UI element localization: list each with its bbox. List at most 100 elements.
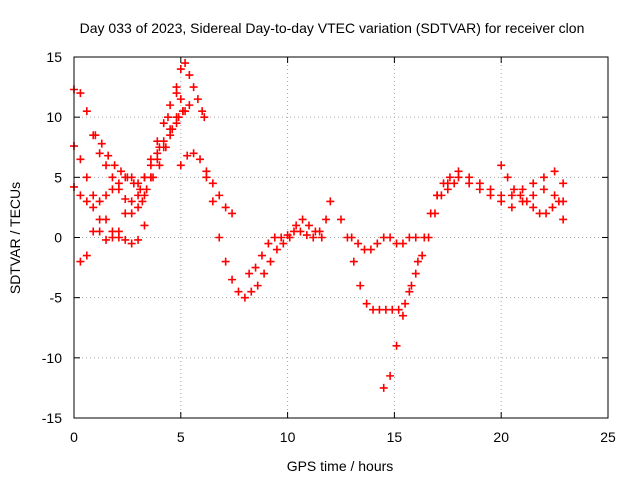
data-point (539, 173, 548, 182)
data-point (89, 191, 98, 200)
data-point (251, 263, 260, 272)
data-point (322, 215, 331, 224)
data-point (153, 155, 162, 164)
data-point (315, 227, 324, 236)
data-point (221, 203, 230, 212)
data-point (108, 185, 117, 194)
data-point (518, 185, 527, 194)
data-point (89, 203, 98, 212)
data-point (386, 371, 395, 380)
series-track-f (138, 59, 209, 206)
data-point (89, 227, 98, 236)
data-point (185, 101, 194, 110)
chart-title: Day 033 of 2023, Sidereal Day-to-day VTE… (80, 20, 585, 36)
data-point (189, 83, 198, 92)
data-point (304, 221, 313, 230)
data-point (475, 185, 484, 194)
series-track-o (497, 161, 568, 224)
data-point (445, 173, 454, 182)
data-point (465, 179, 474, 188)
data-points (70, 59, 568, 392)
y-tick-label: 0 (54, 230, 62, 246)
data-point (193, 95, 202, 104)
data-point (200, 113, 209, 122)
data-point (176, 65, 185, 74)
y-tick-label: -5 (50, 290, 63, 306)
data-point (114, 179, 123, 188)
data-point (159, 119, 168, 128)
data-point (433, 191, 442, 200)
data-point (95, 197, 104, 206)
data-point (413, 257, 422, 266)
data-point (208, 179, 217, 188)
data-point (386, 233, 395, 242)
data-point (189, 149, 198, 158)
data-point (174, 113, 183, 122)
data-point (550, 167, 559, 176)
data-point (121, 194, 130, 203)
data-point (91, 131, 100, 140)
data-point (559, 215, 568, 224)
data-point (181, 107, 190, 116)
data-point (407, 281, 416, 290)
data-point (554, 197, 563, 206)
data-point (82, 251, 91, 260)
y-tick-label: -15 (42, 410, 62, 426)
data-point (516, 191, 525, 200)
data-point (102, 235, 111, 244)
data-point (166, 101, 175, 110)
data-point (146, 161, 155, 170)
data-point (155, 143, 164, 152)
data-point (76, 89, 85, 98)
data-point (542, 209, 551, 218)
data-point (172, 83, 181, 92)
data-point (418, 251, 427, 260)
data-point (228, 209, 237, 218)
data-point (129, 179, 138, 188)
data-point (121, 235, 130, 244)
x-tick-label: 15 (387, 429, 403, 445)
data-point (127, 197, 136, 206)
data-point (163, 113, 172, 122)
x-tick-label: 25 (600, 429, 616, 445)
data-point (102, 191, 111, 200)
data-point (398, 239, 407, 248)
data-point (240, 293, 249, 302)
data-point (362, 299, 371, 308)
data-point (155, 161, 164, 170)
series-track-e (91, 107, 190, 194)
data-point (108, 227, 117, 236)
data-point (245, 269, 254, 278)
grid (74, 57, 608, 418)
data-point (277, 233, 286, 242)
data-point (302, 231, 311, 240)
data-point (550, 191, 559, 200)
data-point (127, 209, 136, 218)
data-point (172, 119, 181, 128)
data-point (298, 215, 307, 224)
data-point (140, 221, 149, 230)
data-point (257, 251, 266, 260)
data-point (454, 173, 463, 182)
series-track-g (176, 149, 326, 302)
data-point (146, 173, 155, 182)
plot-frame (73, 56, 609, 419)
y-tick-label: 10 (46, 109, 62, 125)
x-tick-label: 20 (493, 429, 509, 445)
series-track-l (379, 179, 459, 392)
data-point (196, 155, 205, 164)
series-track-j (337, 167, 463, 314)
data-point (134, 203, 143, 212)
data-point (123, 173, 132, 182)
x-tick-label: 0 (70, 429, 78, 445)
data-point (108, 173, 117, 182)
data-point (497, 197, 506, 206)
data-point (176, 161, 185, 170)
data-point (215, 233, 224, 242)
data-point (76, 191, 85, 200)
data-point (337, 215, 345, 224)
x-tick-label: 5 (177, 429, 185, 445)
data-point (507, 203, 516, 212)
data-point (529, 179, 538, 188)
